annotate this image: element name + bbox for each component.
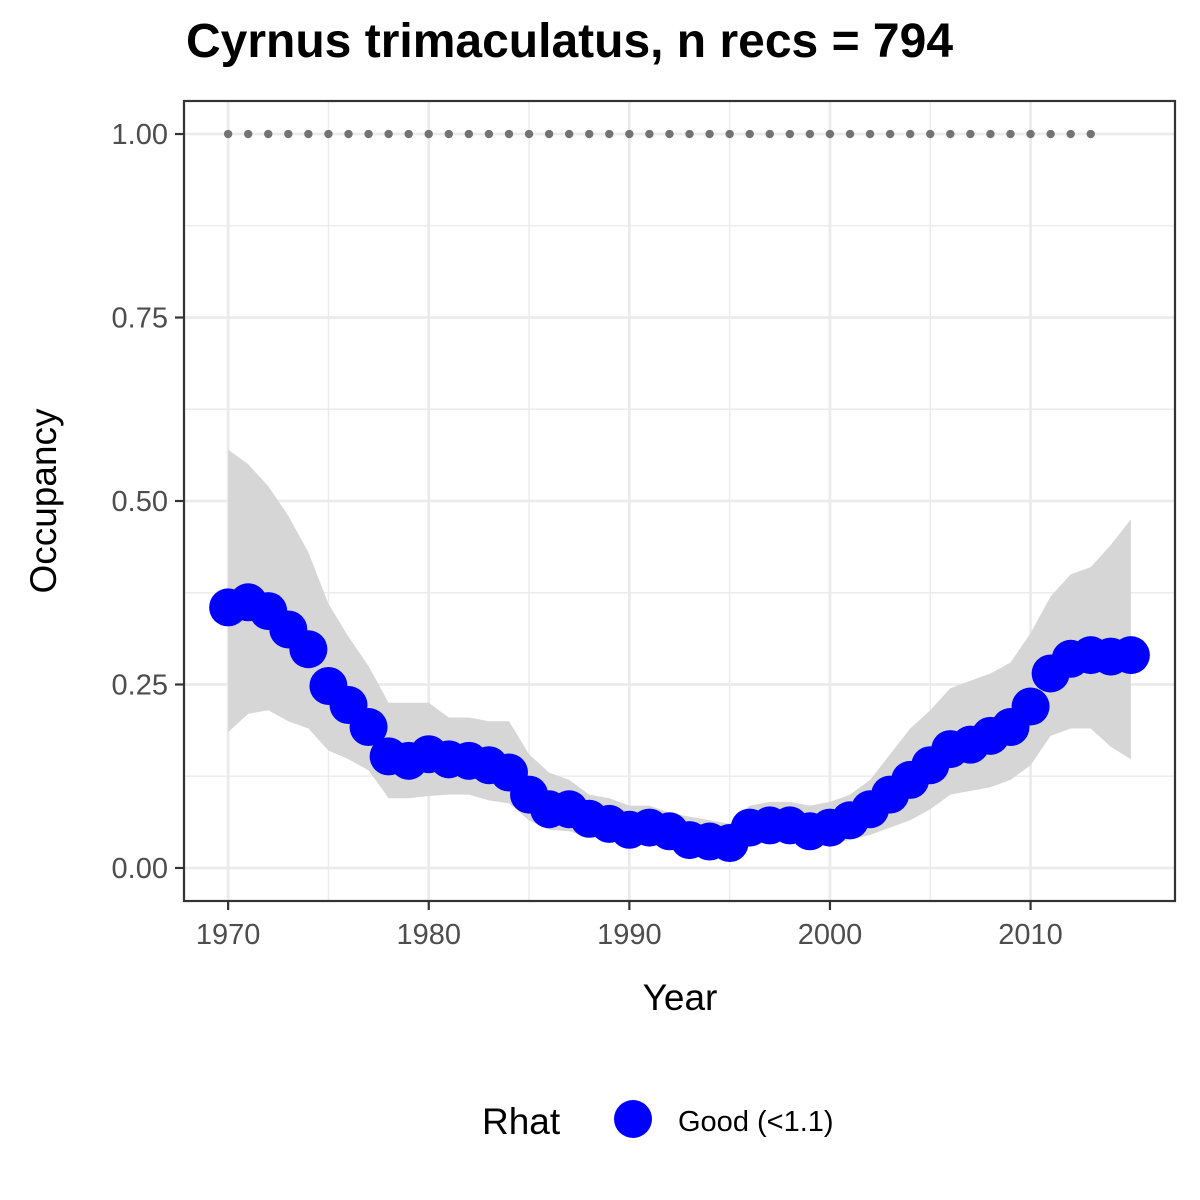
reference-point [785,129,795,139]
y-tick-label: 0.00 [112,853,168,885]
reference-point [284,129,293,139]
confidence-ribbon-layer [228,449,1131,854]
reference-point [705,129,714,139]
reference-point [384,129,393,139]
x-axis-title: Year [643,977,718,1018]
legend-key-good [614,1100,652,1138]
reference-point [484,129,494,139]
y-axis-title: Occupancy [23,408,64,594]
reference-point [344,129,353,139]
reference-point [685,129,694,139]
reference-point [966,129,975,139]
axes: 1970 1980 1990 2000 2010 0.00 0.25 0.50 0.75 1.00 [112,119,1063,951]
reference-point [825,129,835,139]
reference-point [364,129,373,139]
chart-title: Cyrnus trimaculatus, n recs = 794 [186,15,954,68]
y-tick-label: 0.50 [112,486,168,518]
reference-point [444,129,454,139]
occupancy-point [289,630,328,669]
y-tick-label: 0.75 [112,303,168,335]
reference-point [905,129,915,139]
x-tick-label: 1970 [196,919,261,951]
x-tick-label: 2000 [798,919,863,951]
reference-point [986,129,995,139]
occupancy-points-layer [209,583,1150,863]
reference-point [946,129,955,139]
reference-point [564,129,574,139]
reference-point [504,129,514,139]
reference-point [223,129,233,139]
y-tick-label: 1.00 [112,119,168,151]
legend-label-good: Good (<1.1) [678,1106,834,1138]
reference-point [324,129,333,139]
reference-point [264,129,273,139]
reference-point [1046,129,1055,139]
confidence-ribbon [228,449,1131,854]
legend-title: Rhat [482,1101,561,1142]
reference-point [404,129,413,139]
reference-point [243,129,253,139]
reference-point [605,129,614,139]
reference-point [464,129,474,139]
reference-point [1006,129,1015,139]
reference-point [865,129,875,139]
legend: Rhat Good (<1.1) [482,1100,834,1142]
x-tick-label: 2010 [998,919,1063,951]
reference-point [1026,129,1035,139]
reference-point [665,129,674,139]
reference-point [625,129,634,139]
reference-point [805,129,815,139]
reference-point [765,129,774,139]
reference-point [725,129,734,139]
occupancy-point [1111,636,1150,675]
reference-point [885,129,895,139]
occupancy-point [349,708,388,747]
reference-point [1086,129,1095,139]
occupancy-point [1011,687,1050,726]
reference-point [845,129,855,139]
reference-point [645,129,654,139]
reference-point [926,129,935,139]
reference-point [1066,129,1075,139]
reference-points-layer [223,129,1095,139]
reference-point [745,129,754,139]
reference-point [585,129,594,139]
y-tick-label: 0.25 [112,669,168,701]
x-tick-label: 1980 [396,919,461,951]
reference-point [524,129,534,139]
reference-point [544,129,554,139]
reference-point [424,129,433,139]
grid-lines [184,101,1175,901]
x-tick-label: 1990 [597,919,662,951]
reference-point [304,129,313,139]
